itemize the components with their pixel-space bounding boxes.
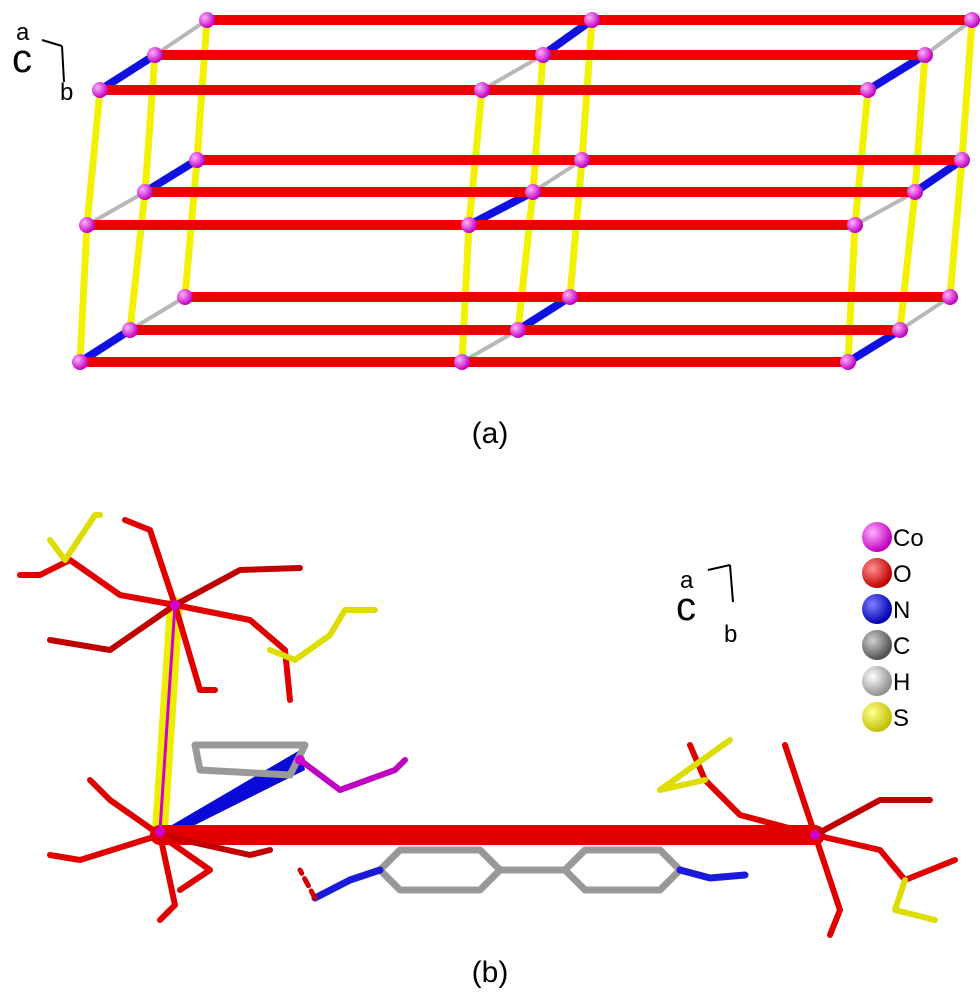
bond-vertical (80, 225, 87, 362)
bond-depth (868, 55, 925, 90)
bond (50, 605, 175, 650)
molecule (20, 515, 955, 935)
bond-depth (543, 20, 592, 55)
legend-swatch (862, 630, 892, 660)
lattice (72, 12, 980, 370)
node (892, 322, 908, 338)
bond-depth (100, 55, 155, 90)
node (92, 82, 108, 98)
node (860, 82, 876, 98)
node (525, 184, 541, 200)
bond-depth (482, 55, 543, 90)
legend-swatch (862, 558, 892, 588)
bond (785, 745, 815, 835)
sulfate (660, 740, 730, 790)
figure: a c b (a) a c b Co ONCHS (b) (0, 0, 980, 992)
bond (160, 835, 175, 920)
bond-depth (155, 20, 207, 55)
bond-vertical (915, 55, 925, 192)
axis-arrow (42, 40, 64, 82)
legend-swatch (862, 666, 892, 696)
hbond (300, 870, 315, 898)
legend-swatch (862, 594, 892, 624)
node (535, 47, 551, 63)
axis-label: c (676, 585, 696, 629)
axis-label: b (724, 621, 737, 648)
bond (815, 800, 930, 835)
axis-label: b (60, 79, 73, 106)
co-atom (155, 827, 165, 837)
legend-label: N (893, 597, 910, 624)
bond-depth (925, 20, 972, 55)
bond-vertical (130, 192, 145, 330)
node (907, 184, 923, 200)
ring (380, 850, 500, 890)
bond-vertical (962, 20, 972, 160)
bond-vertical (950, 160, 962, 297)
node (510, 322, 526, 338)
bond (815, 835, 955, 880)
axis-label: c (12, 37, 32, 81)
sulfate (50, 515, 100, 560)
axis-indicator-b: a c b (676, 565, 737, 648)
bond-vertical (900, 192, 915, 330)
node (584, 12, 600, 28)
panel-label: (b) (472, 956, 509, 989)
bond (175, 605, 215, 690)
ring (565, 850, 680, 890)
node (917, 47, 933, 63)
bond (680, 870, 745, 878)
co-atom (170, 600, 180, 610)
node (461, 217, 477, 233)
node (562, 289, 578, 305)
node (942, 289, 958, 305)
bond (175, 568, 300, 605)
legend-label: H (893, 669, 910, 696)
bond (315, 870, 380, 898)
axis-arrow (708, 565, 733, 602)
node (79, 217, 95, 233)
node (574, 152, 590, 168)
sulfate (895, 880, 935, 920)
bond-vertical (518, 192, 533, 330)
node (454, 354, 470, 370)
node (840, 354, 856, 370)
legend-label: Co (893, 525, 924, 552)
legend-label: O (893, 561, 912, 588)
node (189, 152, 205, 168)
node (137, 184, 153, 200)
bond-vertical (145, 55, 155, 192)
node (964, 12, 980, 28)
bond (300, 760, 405, 790)
node (199, 12, 215, 28)
page: {"panel_a": {"axes": {"a": "a", "c": "c"… (0, 0, 980, 992)
panel-label: (a) (472, 417, 509, 450)
legend-label: S (893, 705, 909, 732)
node (847, 217, 863, 233)
legend-swatch (862, 522, 892, 552)
node (954, 152, 970, 168)
legend: Co ONCHS (862, 522, 924, 732)
co-atom (295, 755, 305, 765)
node (147, 47, 163, 63)
bond (20, 560, 175, 605)
bond (90, 780, 160, 835)
bond-vertical (533, 55, 543, 192)
bond (125, 520, 175, 605)
node (122, 322, 138, 338)
bond (815, 835, 840, 935)
legend-swatch (862, 702, 892, 732)
co-atom (810, 830, 820, 840)
legend-label: C (893, 633, 910, 660)
bond (50, 835, 160, 860)
node (474, 82, 490, 98)
node (177, 289, 193, 305)
node (72, 354, 88, 370)
axis-indicator-a: a c b (12, 19, 73, 106)
bond-vertical (87, 90, 100, 225)
